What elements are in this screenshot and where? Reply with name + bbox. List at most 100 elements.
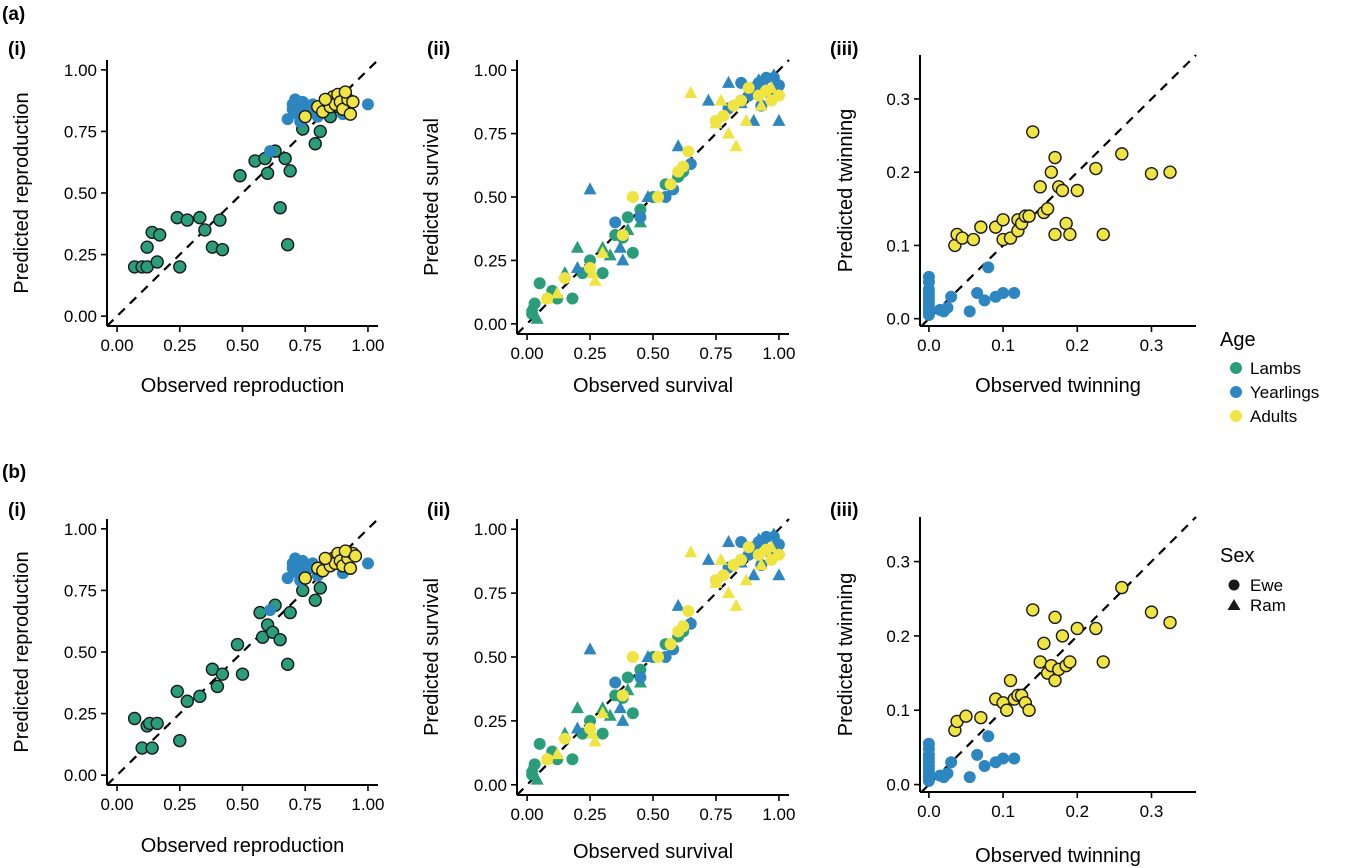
- data-point-adults-ram: [550, 747, 564, 760]
- legend-age-item-yearlings: Yearlings: [1230, 383, 1319, 402]
- data-point-adults-ewe: [338, 85, 353, 99]
- x-tick-label: 0.3: [1140, 802, 1164, 821]
- data-point-adults-ewe: [1000, 703, 1014, 717]
- data-point-adults-ewe: [1063, 227, 1077, 242]
- x-tick-label: 0.50: [636, 344, 669, 363]
- data-point-adults-ewe: [1096, 655, 1110, 669]
- data-point-adults-ewe: [959, 709, 973, 723]
- data-point-lambs-ewe: [596, 267, 609, 280]
- data-point-lambs-ewe: [173, 733, 187, 748]
- data-point-lambs-ewe: [533, 277, 546, 290]
- x-tick-label: 0.25: [573, 344, 606, 363]
- data-point-adults-ewe: [1144, 166, 1159, 181]
- panel-label: (iii): [830, 500, 859, 521]
- data-point-yearlings-ewe: [634, 211, 647, 224]
- data-point-yearlings-ewe: [922, 737, 935, 750]
- x-axis-title: Observed survival: [573, 375, 733, 397]
- data-point-lambs-ewe: [566, 292, 579, 305]
- y-tick-label: 0.75: [474, 125, 507, 144]
- data-point-yearlings-ram: [641, 190, 655, 202]
- data-point-adults-ram: [540, 752, 554, 765]
- y-tick-label: 1.00: [474, 61, 507, 80]
- data-point-yearlings-ewe: [281, 572, 294, 585]
- data-point-adults-ewe: [1048, 150, 1062, 165]
- data-point-adults-ewe: [742, 541, 755, 554]
- data-point-adults-ewe: [955, 231, 969, 245]
- data-point-lambs-ewe: [533, 737, 546, 750]
- y-tick-label: 0.3: [886, 553, 910, 572]
- x-tick-label: 1.00: [351, 795, 384, 814]
- data-point-adults-ewe: [1037, 636, 1051, 651]
- data-point-lambs-ram: [530, 772, 544, 785]
- data-point-adults-ewe: [1163, 165, 1177, 179]
- y-tick-label: 0.00: [64, 307, 97, 326]
- legend-age: Age Lambs Yearlings Adults: [1220, 329, 1319, 426]
- data-point-lambs-ewe: [308, 137, 322, 151]
- data-point-lambs-ewe: [626, 707, 639, 720]
- data-point-yearlings-ewe: [982, 261, 995, 274]
- panel-label: (iii): [830, 39, 859, 60]
- data-point-adults-ewe: [974, 710, 988, 725]
- data-point-yearlings-ram: [772, 113, 786, 126]
- data-point-lambs-ewe: [283, 164, 297, 178]
- data-point-adults-ram: [540, 291, 554, 304]
- data-point-lambs-ewe: [596, 727, 609, 740]
- data-point-lambs-ewe: [621, 211, 634, 224]
- data-point-lambs-ewe: [280, 657, 295, 672]
- data-point-adults-ewe: [1048, 227, 1062, 242]
- data-point-yearlings-ram: [752, 73, 766, 86]
- data-point-lambs-ewe: [150, 255, 164, 269]
- scatter-panel-2: (ii) 0.00 0.25 0.50 0.75 1.00 0.00 0.25 0.50 0.75…: [421, 39, 795, 397]
- x-axis-title: Observed survival: [573, 841, 733, 863]
- data-point-adults-ram: [596, 706, 610, 719]
- data-point-yearlings-ewe: [281, 113, 294, 126]
- scatter-panel-3: (iii) 0.0 0.1 0.2 0.3 0.0 0.1 0.2 0.3 Observed tw…: [830, 39, 1197, 397]
- data-point-lambs-ewe: [621, 671, 634, 684]
- data-point-adults-ram: [588, 273, 602, 286]
- y-tick-label: 0.50: [474, 648, 507, 667]
- data-point-adults-ewe: [1063, 655, 1077, 669]
- legend-swatch-adults: [1230, 410, 1242, 422]
- data-point-lambs-ewe: [278, 151, 292, 166]
- data-point-yearlings-ewe: [609, 676, 622, 689]
- data-point-adults-ram: [739, 113, 753, 126]
- data-point-adults-ewe: [1163, 615, 1177, 630]
- y-tick-label: 0.25: [474, 712, 507, 731]
- x-tick-label: 1.00: [351, 336, 384, 355]
- data-point-lambs-ewe: [233, 169, 247, 183]
- data-point-adults-ram: [754, 98, 768, 111]
- y-tick-label: 0.0: [886, 310, 910, 329]
- data-point-adults-ram: [550, 286, 564, 299]
- data-point-adults-ewe: [677, 160, 690, 173]
- data-point-yearlings-ewe: [289, 93, 302, 106]
- data-point-adults-ram: [714, 93, 728, 106]
- data-point-adults-ewe: [682, 145, 695, 158]
- data-point-yearlings-ewe: [264, 604, 277, 617]
- x-tick-label: 0.75: [289, 795, 322, 814]
- data-point-yearlings-ewe: [941, 301, 954, 314]
- x-tick-label: 0.2: [1065, 336, 1089, 355]
- y-axis-title: Predicted survival: [421, 118, 443, 276]
- data-point-yearlings-ewe: [982, 730, 995, 743]
- x-tick-label: 0.2: [1065, 802, 1089, 821]
- data-point-yearlings-ram: [671, 139, 685, 152]
- data-point-yearlings-ewe: [963, 305, 976, 318]
- legend-age-item-adults: Adults: [1230, 407, 1297, 426]
- data-point-lambs-ewe: [140, 240, 154, 254]
- data-point-yearlings-ewe: [971, 748, 984, 761]
- x-axis-title: Observed twinning: [975, 845, 1141, 867]
- data-point-lambs-ewe: [180, 213, 194, 227]
- legend-sex-item-ewe: Ewe: [1228, 576, 1283, 595]
- x-tick-label: 0.25: [573, 805, 606, 824]
- data-point-lambs-ewe: [235, 667, 250, 681]
- row-label-b: (b): [2, 462, 26, 483]
- data-point-adults-ewe: [1048, 673, 1062, 688]
- x-tick-label: 0.0: [917, 336, 941, 355]
- data-point-adults-ewe: [1033, 655, 1047, 669]
- data-point-adults-ram: [709, 575, 723, 588]
- data-point-adults-ewe: [343, 107, 358, 121]
- data-point-adults-ewe: [1096, 227, 1110, 242]
- data-point-adults-ewe: [298, 571, 312, 585]
- y-axis-title: Predicted twinning: [835, 573, 857, 736]
